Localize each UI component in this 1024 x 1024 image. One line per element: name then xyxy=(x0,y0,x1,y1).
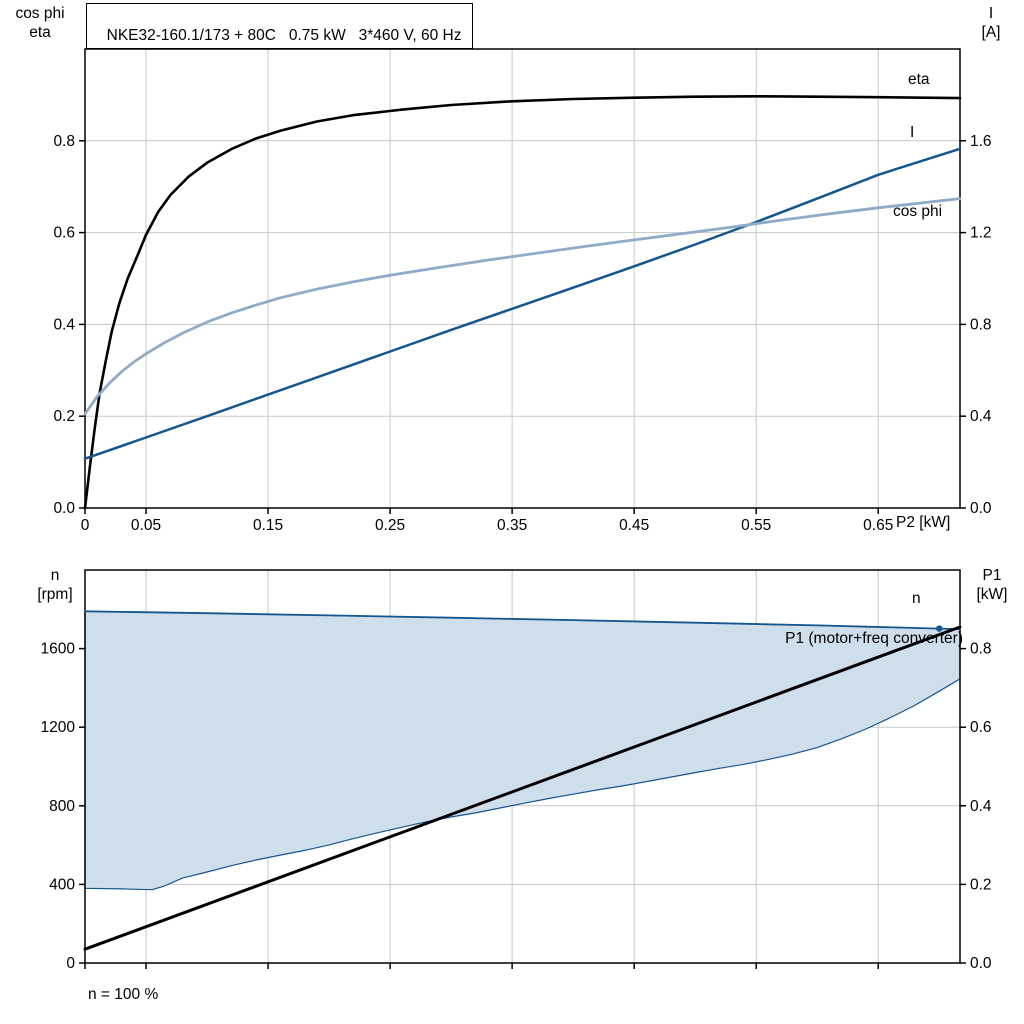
p1-curve-curve xyxy=(83,625,962,951)
eta-curve xyxy=(83,95,962,510)
curve-label-eta: eta xyxy=(908,71,930,88)
speed-percent-note: n = 100 % xyxy=(88,986,159,1003)
bottom-plot-frame xyxy=(84,569,961,964)
bottom-y-right-tick-label: 0.2 xyxy=(970,876,992,893)
bottom-y-left-tick-label: 1600 xyxy=(41,641,76,658)
bottom-chart-left-axis-label: n [rpm] xyxy=(26,566,84,604)
bottom-y-left-tick-label: 400 xyxy=(49,876,75,893)
chart-title: NKE32-160.1/173 + 80C 0.75 kW 3*460 V, 6… xyxy=(106,27,462,44)
top-x-tick-label: 0.35 xyxy=(497,517,527,534)
top-y-right-tick-label: 1.6 xyxy=(970,133,992,150)
curve-label-cos: cos phi xyxy=(893,203,942,220)
bottom-chart-right-axis-label: P1 [kW] xyxy=(964,566,1020,604)
left-axis-label-n-unit: [rpm] xyxy=(37,586,73,603)
top-y-left-tick-label: 0.6 xyxy=(53,225,75,242)
top-y-left-tick-label: 0.2 xyxy=(53,408,75,425)
top-x-tick-label: 0.65 xyxy=(863,517,893,534)
top-chart-left-axis-label: cos phi eta xyxy=(4,4,76,42)
top-y-right-tick-label: 0.0 xyxy=(970,500,992,517)
chart-title-box: NKE32-160.1/173 + 80C 0.75 kW 3*460 V, 6… xyxy=(86,3,474,49)
bottom-y-left-tick-label: 0 xyxy=(66,955,75,972)
right-axis-label-p1: P1 xyxy=(982,567,1002,584)
curve-label-n: n xyxy=(912,590,921,607)
n-curve-endpoint-marker xyxy=(936,625,943,632)
speed-range-area xyxy=(84,610,961,891)
curve-label-i: I xyxy=(910,124,914,141)
left-axis-label-cosphi: cos phi xyxy=(15,5,65,22)
bottom-y-right-tick-label: 0.6 xyxy=(970,719,992,736)
top-x-tick-label: 0.25 xyxy=(375,517,405,534)
x-axis-label-p2: P2 [kW] xyxy=(896,514,951,531)
right-axis-label-current-unit: [A] xyxy=(981,24,1001,41)
bottom-y-left-tick-label: 800 xyxy=(49,798,75,815)
bottom-y-right-tick-label: 0.0 xyxy=(970,955,992,972)
right-axis-label-p1-unit: [kW] xyxy=(976,586,1008,603)
top-x-tick-label: 0 xyxy=(81,517,90,534)
left-axis-label-n: n xyxy=(50,567,60,584)
top-plot-frame xyxy=(84,48,961,509)
top-y-right-tick-label: 0.8 xyxy=(970,316,992,333)
right-axis-label-current: I xyxy=(988,5,994,22)
curve-label-p1: P1 (motor+freq converter) xyxy=(785,630,963,647)
bottom-y-left-tick-label: 1200 xyxy=(41,719,76,736)
top-chart-right-axis-label: I [A] xyxy=(966,4,1016,42)
bottom-y-right-tick-label: 0.8 xyxy=(970,641,992,658)
top-y-left-tick-label: 0.8 xyxy=(53,133,75,150)
top-x-tick-label: 0.05 xyxy=(131,517,161,534)
left-axis-label-eta: eta xyxy=(29,24,51,41)
top-y-left-tick-label: 0.0 xyxy=(53,500,75,517)
top-y-left-tick-label: 0.4 xyxy=(53,316,75,333)
n-curve-curve xyxy=(84,610,961,630)
top-x-tick-label: 0.15 xyxy=(253,517,283,534)
top-y-right-tick-label: 0.4 xyxy=(970,408,992,425)
current-curve xyxy=(83,147,962,460)
top-x-tick-label: 0.45 xyxy=(619,517,649,534)
cos-phi-curve xyxy=(83,197,962,416)
top-x-tick-label: 0.55 xyxy=(741,517,771,534)
top-y-right-tick-label: 1.2 xyxy=(970,225,992,242)
bottom-y-right-tick-label: 0.4 xyxy=(970,798,992,815)
